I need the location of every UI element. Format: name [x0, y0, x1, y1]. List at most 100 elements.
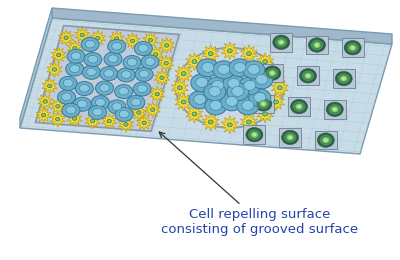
Polygon shape [20, 8, 52, 128]
Ellipse shape [252, 133, 256, 137]
Ellipse shape [273, 35, 290, 49]
Ellipse shape [337, 73, 350, 84]
Polygon shape [271, 79, 288, 97]
Ellipse shape [117, 68, 135, 82]
Ellipse shape [62, 93, 72, 101]
Ellipse shape [292, 101, 306, 112]
Ellipse shape [96, 99, 105, 106]
Ellipse shape [130, 39, 135, 43]
Ellipse shape [333, 108, 337, 111]
Ellipse shape [254, 92, 266, 102]
Polygon shape [306, 36, 328, 54]
Ellipse shape [115, 107, 133, 121]
Polygon shape [268, 93, 284, 111]
Ellipse shape [259, 100, 267, 107]
Ellipse shape [48, 84, 52, 88]
Polygon shape [51, 47, 66, 63]
Ellipse shape [58, 90, 76, 104]
Polygon shape [270, 33, 292, 52]
Ellipse shape [92, 108, 102, 116]
Ellipse shape [56, 53, 61, 57]
Polygon shape [90, 30, 106, 46]
Ellipse shape [77, 100, 87, 108]
Polygon shape [244, 125, 266, 144]
Ellipse shape [90, 119, 95, 123]
Ellipse shape [88, 55, 98, 63]
Ellipse shape [228, 79, 240, 88]
Ellipse shape [250, 131, 258, 138]
Ellipse shape [268, 70, 276, 76]
Ellipse shape [300, 69, 316, 83]
Ellipse shape [246, 127, 263, 142]
Ellipse shape [176, 48, 284, 128]
Ellipse shape [133, 82, 151, 96]
Ellipse shape [349, 44, 357, 51]
Ellipse shape [227, 83, 249, 101]
Ellipse shape [150, 108, 155, 112]
Ellipse shape [119, 110, 129, 118]
Ellipse shape [100, 67, 118, 81]
Ellipse shape [277, 86, 282, 90]
Ellipse shape [284, 132, 297, 143]
Ellipse shape [59, 76, 77, 90]
Polygon shape [240, 45, 258, 63]
Ellipse shape [274, 72, 278, 76]
Polygon shape [256, 53, 274, 71]
Ellipse shape [227, 49, 232, 53]
Ellipse shape [141, 55, 159, 69]
Polygon shape [221, 116, 238, 134]
Ellipse shape [263, 112, 268, 116]
Ellipse shape [108, 100, 126, 114]
Polygon shape [125, 33, 140, 49]
Ellipse shape [210, 100, 222, 110]
Ellipse shape [249, 89, 271, 107]
Ellipse shape [112, 42, 122, 50]
Ellipse shape [239, 77, 261, 95]
Ellipse shape [286, 134, 294, 141]
Ellipse shape [205, 97, 227, 115]
Polygon shape [158, 55, 174, 71]
Ellipse shape [73, 97, 91, 111]
Ellipse shape [218, 64, 230, 74]
Ellipse shape [274, 100, 278, 104]
Text: Cell repelling surface
consisting of grooved surface: Cell repelling surface consisting of gro… [159, 132, 358, 236]
Ellipse shape [108, 55, 118, 63]
Ellipse shape [81, 37, 99, 51]
Ellipse shape [208, 120, 213, 124]
Ellipse shape [229, 59, 251, 77]
Ellipse shape [191, 74, 213, 92]
Polygon shape [47, 61, 62, 77]
Ellipse shape [326, 102, 343, 116]
Ellipse shape [181, 100, 186, 104]
Ellipse shape [52, 68, 57, 71]
Ellipse shape [196, 77, 208, 87]
Polygon shape [20, 18, 392, 154]
Ellipse shape [328, 104, 341, 115]
Ellipse shape [107, 119, 111, 123]
Ellipse shape [275, 37, 288, 48]
Ellipse shape [56, 118, 60, 121]
Ellipse shape [295, 103, 303, 110]
Polygon shape [261, 64, 283, 82]
Ellipse shape [342, 77, 346, 80]
Ellipse shape [212, 80, 224, 90]
Ellipse shape [226, 96, 238, 106]
Ellipse shape [243, 61, 265, 79]
Ellipse shape [317, 133, 334, 147]
Ellipse shape [86, 68, 96, 76]
Polygon shape [175, 93, 192, 111]
Ellipse shape [62, 103, 80, 117]
Polygon shape [67, 110, 82, 127]
Polygon shape [175, 65, 192, 83]
Polygon shape [279, 128, 301, 147]
Ellipse shape [155, 92, 159, 96]
Ellipse shape [270, 72, 274, 75]
Ellipse shape [331, 106, 339, 113]
Ellipse shape [315, 43, 319, 47]
Ellipse shape [288, 136, 292, 139]
Ellipse shape [223, 75, 245, 93]
Ellipse shape [84, 53, 102, 67]
Ellipse shape [127, 95, 145, 109]
Ellipse shape [234, 62, 246, 72]
Polygon shape [240, 113, 258, 131]
